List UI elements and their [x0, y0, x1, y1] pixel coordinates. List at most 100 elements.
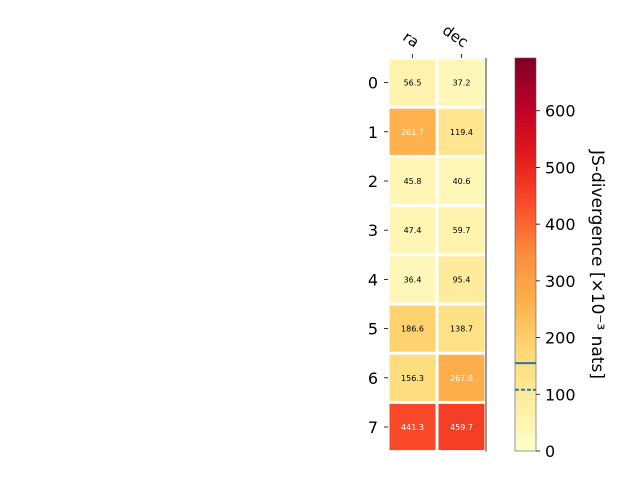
colorbar-swatch — [515, 323, 536, 328]
colorbar-swatch — [515, 378, 536, 383]
cell-label: 261.7 — [401, 128, 424, 137]
colorbar-swatch — [515, 80, 536, 85]
colorbar-swatch — [515, 261, 536, 265]
colorbar-tick-label: 500 — [545, 158, 576, 177]
row-tick-label: 2 — [368, 172, 378, 191]
colorbar-swatch — [515, 447, 536, 452]
colorbar-swatch — [515, 64, 536, 69]
colorbar-swatch — [515, 421, 536, 426]
column-tick-label: ra — [400, 28, 423, 52]
colorbar-swatch — [515, 303, 536, 308]
colorbar-swatch — [515, 398, 536, 403]
colorbar-swatch — [515, 90, 536, 95]
colorbar-swatch — [515, 290, 536, 295]
heatmap-cell — [438, 354, 485, 401]
colorbar-swatch — [515, 333, 536, 337]
colorbar-swatch — [515, 306, 536, 311]
colorbar-swatch — [515, 372, 536, 377]
cell-label: 37.2 — [453, 79, 471, 88]
colorbar-tick-label: 0 — [545, 442, 555, 461]
colorbar-swatch — [515, 395, 536, 400]
colorbar-swatch — [515, 297, 536, 301]
heatmap-cell — [438, 157, 485, 205]
colorbar-swatch — [515, 211, 536, 216]
colorbar-swatch — [515, 185, 536, 190]
cell-label: 45.8 — [404, 177, 422, 186]
colorbar-tick-label: 400 — [545, 215, 576, 234]
colorbar-swatch — [515, 388, 536, 393]
row-tick-label: 7 — [368, 418, 378, 437]
colorbar-swatch — [515, 375, 536, 380]
heatmap-cell — [438, 108, 485, 155]
heatmap-cell — [389, 305, 436, 352]
cell-label: 441.3 — [401, 423, 424, 432]
colorbar-swatch — [515, 369, 536, 373]
colorbar-swatch — [515, 365, 536, 370]
colorbar-swatch — [515, 94, 536, 98]
heatmap-cell — [438, 305, 485, 352]
colorbar-swatch — [515, 205, 536, 210]
colorbar-swatch — [515, 329, 536, 334]
row-tick-label: 0 — [368, 74, 378, 93]
cell-label: 56.5 — [404, 79, 422, 88]
colorbar-swatch — [515, 149, 536, 154]
colorbar-swatch — [515, 136, 536, 141]
colorbar-swatch — [515, 434, 536, 439]
colorbar-swatch — [515, 218, 536, 223]
colorbar-swatch — [515, 175, 536, 180]
row-tick-label: 3 — [368, 221, 378, 240]
colorbar-swatch — [515, 418, 536, 423]
cell-label: 119.4 — [450, 128, 473, 137]
colorbar-swatch — [515, 97, 536, 102]
colorbar-swatch — [515, 424, 536, 429]
heatmap-cell — [438, 256, 485, 303]
row-tick-label: 5 — [368, 320, 378, 339]
colorbar-swatch — [515, 408, 536, 413]
column-tick-label: dec — [439, 21, 471, 51]
colorbar-swatch — [515, 172, 536, 177]
cell-label: 186.6 — [401, 325, 424, 334]
row-tick-labels: 0 1 2 3 4 5 6 7 — [368, 74, 388, 437]
heatmap-cell — [389, 403, 436, 451]
colorbar-swatch — [515, 431, 536, 436]
colorbar-swatch — [515, 362, 536, 367]
colorbar-swatch — [515, 107, 536, 111]
colorbar-swatch — [515, 221, 536, 226]
colorbar-tick-label: 200 — [545, 329, 576, 348]
cell-label: 40.6 — [453, 177, 471, 186]
colorbar-swatch — [515, 428, 536, 432]
colorbar-swatch — [515, 58, 536, 62]
colorbar-swatch — [515, 437, 536, 442]
colorbar-label: JS-divergence [×10⁻³ nats] — [587, 149, 607, 379]
colorbar-swatch — [515, 231, 536, 236]
colorbar-swatch — [515, 293, 536, 298]
heatmap-area: 56.5 37.2 261.7 119.4 45.8 40.6 47.4 59.7 36.4 95… — [389, 58, 487, 452]
colorbar-swatch — [515, 146, 536, 151]
colorbar-swatch — [515, 247, 536, 252]
colorbar-swatch — [515, 238, 536, 242]
cell-label: 95.4 — [453, 275, 471, 284]
colorbar-swatch — [515, 202, 536, 206]
colorbar-swatch — [515, 411, 536, 416]
colorbar-swatch — [515, 287, 536, 292]
row-tick-label: 4 — [368, 270, 378, 289]
cell-label: 156.3 — [401, 374, 424, 383]
colorbar-swatch — [515, 103, 536, 108]
colorbar-swatch — [515, 198, 536, 203]
cell-label: 138.7 — [450, 325, 473, 334]
colorbar-swatch — [515, 228, 536, 233]
colorbar-swatch — [515, 156, 536, 161]
colorbar-swatch — [515, 264, 536, 269]
heatmap-cell — [389, 207, 436, 254]
colorbar-swatch — [515, 310, 536, 315]
colorbar-swatch — [515, 320, 536, 324]
colorbar-swatch — [515, 116, 536, 121]
cell-label: 459.7 — [450, 423, 473, 432]
colorbar-swatch — [515, 234, 536, 239]
heatmap-cell — [389, 354, 436, 401]
colorbar-tick-label: 600 — [545, 102, 576, 121]
colorbar-swatch — [515, 349, 536, 354]
colorbar-swatch — [515, 74, 536, 79]
heatmap-cell — [389, 59, 436, 106]
colorbar-tick-label: 300 — [545, 272, 576, 291]
